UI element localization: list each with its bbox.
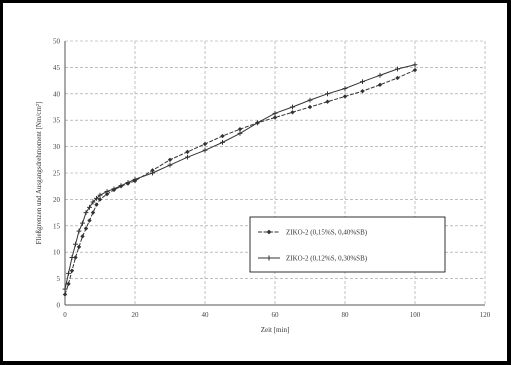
y-tick-label: 10: [53, 249, 61, 257]
legend-label: ZIKO-2 (0,12%S, 0,30%SB): [286, 255, 368, 263]
data-point: [80, 234, 85, 239]
y-tick-label: 15: [53, 222, 61, 230]
x-tick-label: 60: [272, 311, 280, 319]
x-tick-label: 20: [132, 311, 140, 319]
axes: [64, 41, 485, 306]
series-line: [64, 64, 416, 290]
x-tick-label: 80: [342, 311, 350, 319]
data-point: [73, 241, 78, 247]
legend-label: ZIKO-2 (0,15%S, 0,40%SB): [286, 229, 368, 237]
data-point: [76, 228, 82, 234]
y-tick-label: 30: [53, 143, 61, 151]
data-point: [325, 91, 330, 97]
data-point: [69, 268, 75, 273]
y-axis-label: Fließgrenzen und Ausgangsdrehmoment [Nm/…: [35, 102, 43, 245]
data-point: [237, 131, 243, 136]
y-tick-label: 20: [53, 196, 61, 204]
data-point: [62, 292, 68, 297]
data-point: [290, 104, 295, 110]
legend-box: [249, 216, 446, 273]
data-point: [132, 176, 138, 182]
data-point: [307, 104, 313, 110]
data-point: [220, 133, 225, 139]
y-tick-label: 25: [53, 170, 61, 178]
data-point: [185, 154, 190, 160]
data-point: [73, 255, 78, 260]
data-point: [97, 192, 103, 198]
tick-labels: 0 20 40 60 80 100 120 0 5 10 15 20 25 30 35 40 45 50: [53, 38, 491, 320]
data-point: [342, 94, 348, 99]
data-point: [111, 186, 117, 192]
data-point: [104, 191, 110, 197]
legend-marker-diamond: [266, 229, 272, 235]
y-tick-label: 5: [57, 275, 61, 283]
data-point: [104, 189, 110, 194]
data-point: [150, 170, 155, 176]
data-point: [83, 210, 89, 215]
data-point: [94, 195, 99, 201]
x-tick-label: 40: [202, 311, 210, 319]
y-tick-label: 0: [57, 302, 61, 310]
data-point: [412, 67, 418, 73]
data-point: [62, 286, 68, 292]
data-point: [360, 88, 365, 94]
x-tick-label: 100: [410, 311, 421, 319]
data-point: [83, 226, 89, 231]
data-point: [90, 210, 96, 215]
data-point: [167, 157, 173, 162]
legend: ZIKO-2 (0,15%S, 0,40%SB) ZIKO-2 (0,12%S,…: [249, 216, 446, 273]
data-point: [125, 180, 131, 185]
data-point: [360, 79, 365, 85]
data-point: [220, 139, 225, 145]
data-point: [94, 202, 99, 207]
data-point: [237, 126, 243, 132]
data-point: [290, 110, 295, 115]
data-point: [185, 149, 190, 155]
y-tick-label: 45: [53, 64, 61, 72]
data-point: [342, 86, 348, 91]
data-point: [202, 141, 208, 147]
y-tick-label: 40: [53, 90, 61, 98]
data-point: [87, 204, 92, 210]
legend-entry: ZIKO-2 (0,12%S, 0,30%SB): [258, 255, 368, 263]
data-point: [66, 281, 71, 287]
data-point: [395, 66, 400, 72]
data-point: [87, 218, 92, 223]
data-point: [167, 162, 173, 168]
data-point: [202, 147, 208, 153]
line-chart: 0 20 40 60 80 100 120 0 5 10 15 20 25 30 35 40 45 50 Zeit…: [35, 38, 491, 335]
x-tick-label: 0: [63, 311, 67, 319]
data-point: [307, 97, 313, 103]
series: [62, 62, 418, 297]
data-point: [118, 183, 124, 189]
data-point: [377, 82, 383, 88]
data-point: [255, 120, 260, 126]
data-point: [90, 199, 96, 205]
data-point: [325, 99, 330, 104]
data-point: [76, 244, 82, 250]
data-point: [272, 110, 278, 116]
data-point: [395, 75, 400, 81]
legend-entry: ZIKO-2 (0,15%S, 0,40%SB): [258, 229, 368, 237]
y-tick-label: 50: [53, 38, 61, 46]
legend-marker-cross: [266, 255, 272, 261]
data-point: [80, 220, 85, 226]
x-tick-label: 120: [480, 311, 491, 319]
data-point: [69, 255, 75, 260]
data-point: [412, 62, 418, 68]
data-point: [377, 72, 383, 78]
data-point: [272, 115, 278, 120]
x-axis-label: Zeit [min]: [261, 326, 290, 334]
data-point: [150, 168, 155, 173]
data-point: [66, 270, 71, 276]
y-tick-label: 35: [53, 117, 61, 125]
